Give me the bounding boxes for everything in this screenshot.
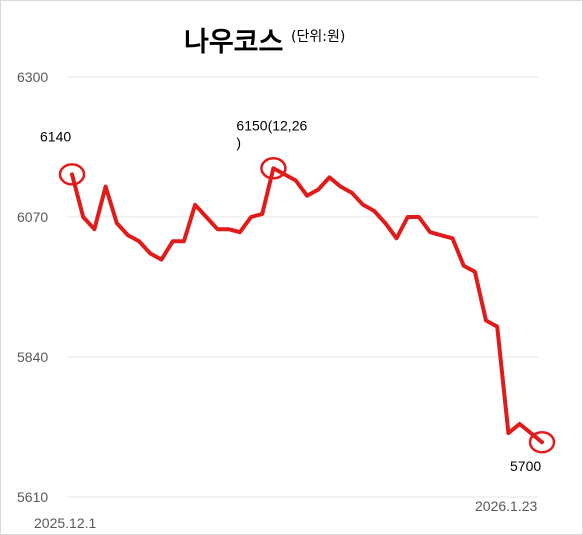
annotation-label: 6140 xyxy=(40,128,71,144)
annotation-marker xyxy=(260,157,287,180)
annotation-marker xyxy=(528,430,556,454)
y-tick-label: 5840 xyxy=(17,349,48,365)
y-tick-label: 5610 xyxy=(17,489,48,505)
annotation-markers xyxy=(58,157,556,454)
unit-label: (단위:원) xyxy=(291,29,345,45)
annotation-label: 5700 xyxy=(510,458,541,474)
annotation-labels: 6140 6150(12,26) 5700 xyxy=(40,117,541,474)
gridlines xyxy=(67,76,538,498)
x-end-label: 2026.1.23 xyxy=(475,498,537,514)
y-tick-label: 6070 xyxy=(17,209,48,225)
chart-title: 나우코스 xyxy=(184,27,283,58)
series-line xyxy=(70,166,544,445)
y-axis-ticks: 6300 6070 5840 5610 xyxy=(17,69,48,505)
x-start-label: 2025.12.1 xyxy=(34,515,96,531)
y-tick-label: 6300 xyxy=(17,69,48,85)
annotation-label: 6150(12,26) xyxy=(236,117,307,150)
annotation-marker xyxy=(58,163,86,186)
